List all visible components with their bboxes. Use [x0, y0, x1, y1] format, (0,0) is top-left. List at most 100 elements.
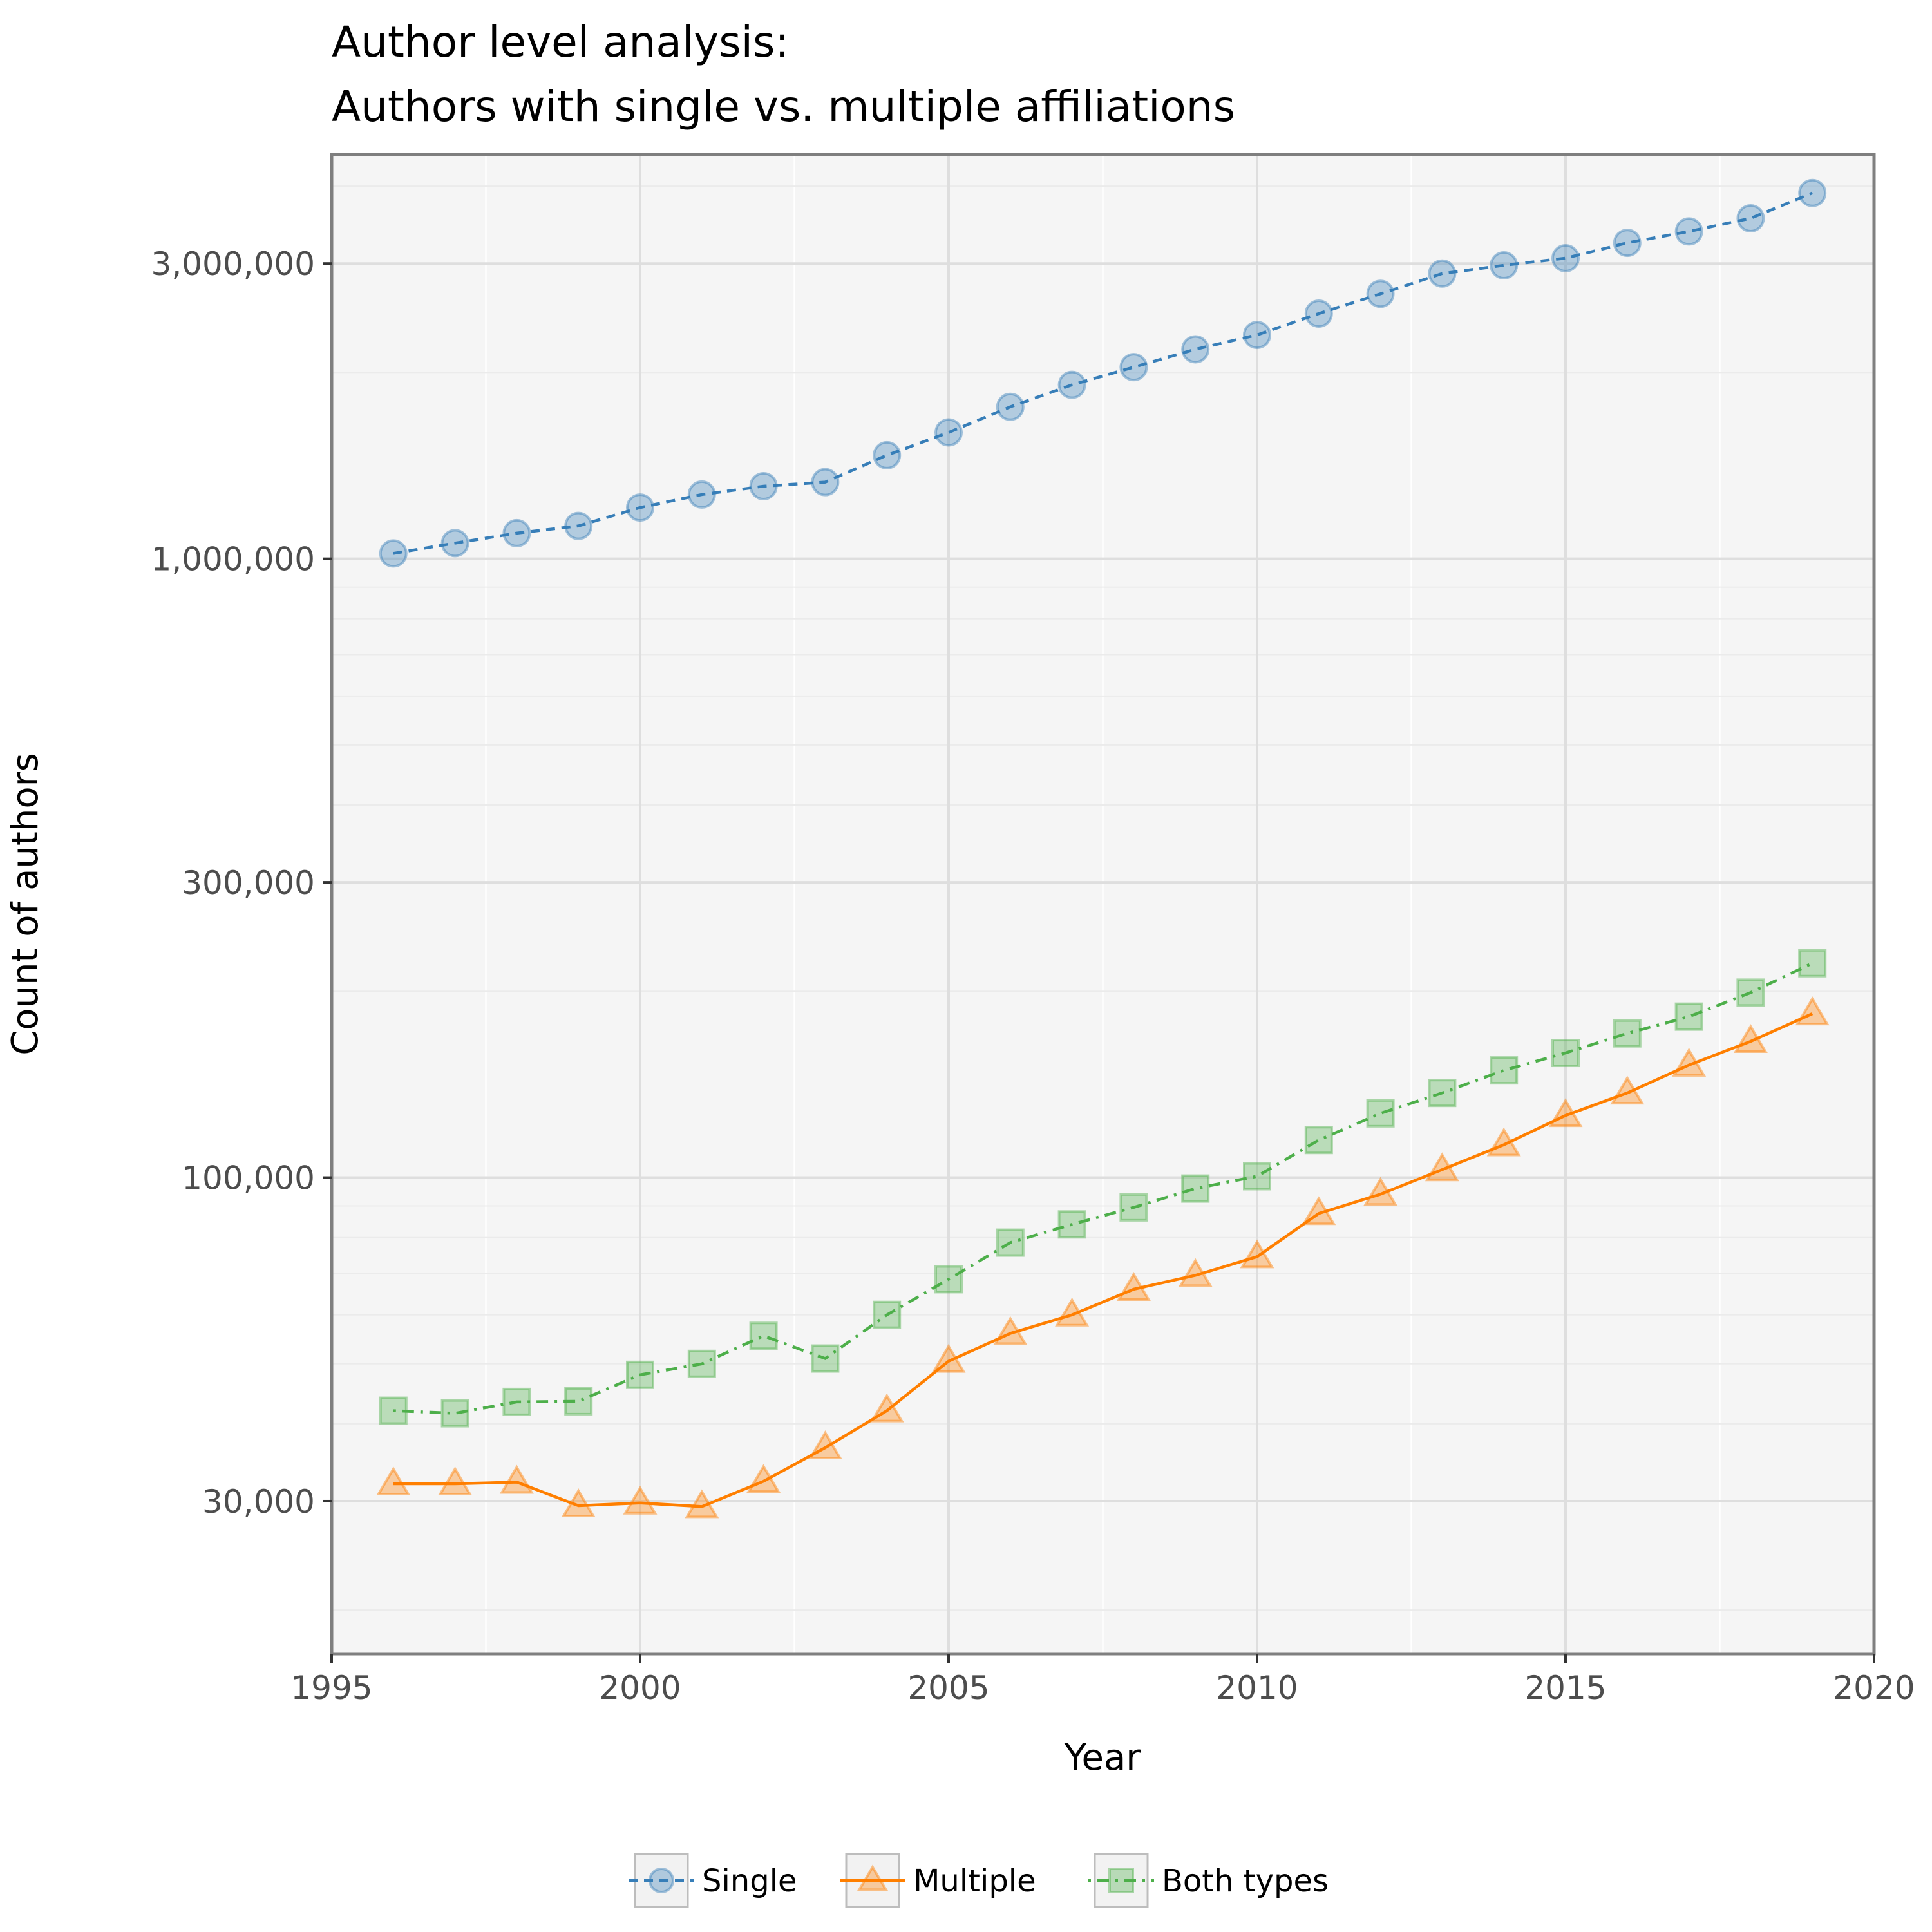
data-point — [564, 511, 593, 540]
data-point — [1490, 251, 1519, 279]
data-point — [1119, 1193, 1148, 1222]
legend-marker — [649, 1868, 674, 1893]
data-point — [1674, 1002, 1703, 1031]
series-line — [393, 191, 1814, 555]
data-point — [1304, 299, 1333, 328]
data-point — [376, 1466, 411, 1496]
data-point — [1304, 1126, 1333, 1155]
data-point — [808, 1430, 842, 1459]
y-axis-title: Count of authors — [5, 753, 46, 1056]
data-point — [1243, 321, 1271, 350]
data-point — [440, 529, 469, 558]
data-point — [746, 1464, 781, 1493]
legend-item: Both types — [1088, 1853, 1329, 1908]
data-point — [749, 1321, 778, 1350]
series-line — [393, 1012, 1814, 1508]
series-layer — [376, 178, 1830, 1519]
series-multiple — [376, 996, 1830, 1519]
data-point — [1240, 1239, 1274, 1269]
data-point — [811, 1344, 840, 1373]
data-point — [1119, 353, 1148, 382]
series-single — [379, 178, 1827, 568]
data-point — [1366, 279, 1395, 308]
data-point — [561, 1488, 596, 1517]
data-point — [438, 1466, 473, 1496]
data-point — [623, 1485, 658, 1515]
data-point — [873, 440, 902, 469]
data-point — [1486, 1127, 1521, 1157]
y-tick-label: 3,000,000 — [151, 245, 315, 283]
x-tick-label: 2000 — [599, 1669, 681, 1707]
data-point — [499, 1464, 534, 1494]
data-point — [1672, 1047, 1707, 1077]
data-point — [1610, 1075, 1645, 1105]
chart-title: Author level analysis: — [332, 17, 790, 67]
data-point — [1795, 996, 1830, 1026]
data-point — [996, 1228, 1025, 1257]
data-point — [873, 1300, 902, 1329]
legend-item: Multiple — [840, 1853, 1036, 1908]
data-point — [1181, 1174, 1210, 1203]
data-point — [1428, 1079, 1457, 1108]
legend-marker — [1108, 1868, 1134, 1893]
legend-marker — [857, 1864, 889, 1891]
legend: Single Multiple Both types — [629, 1853, 1329, 1908]
data-point — [626, 1360, 654, 1389]
data-point — [1181, 335, 1210, 364]
data-point — [811, 468, 840, 497]
data-point — [1363, 1177, 1398, 1206]
y-tick-label: 100,000 — [182, 1160, 315, 1197]
x-axis: 1995 2000 2005 2010 2015 2020 — [290, 1654, 1915, 1707]
data-point — [934, 1265, 963, 1294]
data-point — [1613, 229, 1642, 258]
x-tick-label: 2005 — [907, 1669, 989, 1707]
x-tick-label: 2015 — [1524, 1669, 1606, 1707]
data-point — [440, 1399, 469, 1428]
data-point — [1613, 1019, 1642, 1048]
x-tick-label: 1995 — [290, 1669, 372, 1707]
data-point — [1551, 1039, 1580, 1068]
data-point — [1548, 1098, 1583, 1128]
y-axis: 30,000 100,000 300,000 1,000,000 3,000,000 — [151, 245, 332, 1520]
data-point — [1057, 370, 1086, 399]
data-point — [502, 1387, 531, 1416]
data-point — [1733, 1024, 1768, 1054]
data-point — [1116, 1272, 1151, 1301]
legend-label: Single — [702, 1863, 797, 1899]
data-point — [1243, 1162, 1271, 1191]
x-axis-title: Year — [1064, 1737, 1142, 1779]
data-point — [1057, 1210, 1086, 1239]
data-point — [996, 392, 1025, 421]
data-point — [1674, 217, 1703, 246]
data-point — [931, 1343, 966, 1373]
x-tick-label: 2020 — [1833, 1669, 1915, 1707]
data-point — [869, 1393, 904, 1423]
data-point — [379, 539, 408, 568]
y-tick-label: 300,000 — [182, 864, 315, 902]
data-point — [1055, 1297, 1090, 1327]
data-point — [687, 480, 716, 509]
y-tick-label: 30,000 — [202, 1483, 315, 1520]
series-both-types — [379, 949, 1827, 1428]
y-tick-label: 1,000,000 — [151, 541, 315, 578]
chart-subtitle: Authors with single vs. multiple affilia… — [332, 82, 1235, 131]
data-point — [1551, 243, 1580, 272]
data-point — [1366, 1099, 1395, 1128]
data-point — [1798, 949, 1827, 978]
data-point — [502, 518, 531, 547]
data-point — [993, 1316, 1028, 1345]
legend-label: Both types — [1162, 1863, 1329, 1899]
data-point — [1428, 259, 1457, 288]
legend-label: Multiple — [913, 1863, 1036, 1899]
data-point — [379, 1396, 408, 1425]
data-point — [1798, 178, 1827, 207]
x-tick-label: 2010 — [1216, 1669, 1298, 1707]
data-point — [1736, 204, 1765, 232]
data-point — [685, 1489, 719, 1519]
data-point — [564, 1387, 593, 1416]
data-point — [1302, 1196, 1336, 1226]
data-point — [1425, 1152, 1459, 1182]
legend-item: Single — [629, 1853, 797, 1908]
plot-border — [330, 153, 1876, 1656]
